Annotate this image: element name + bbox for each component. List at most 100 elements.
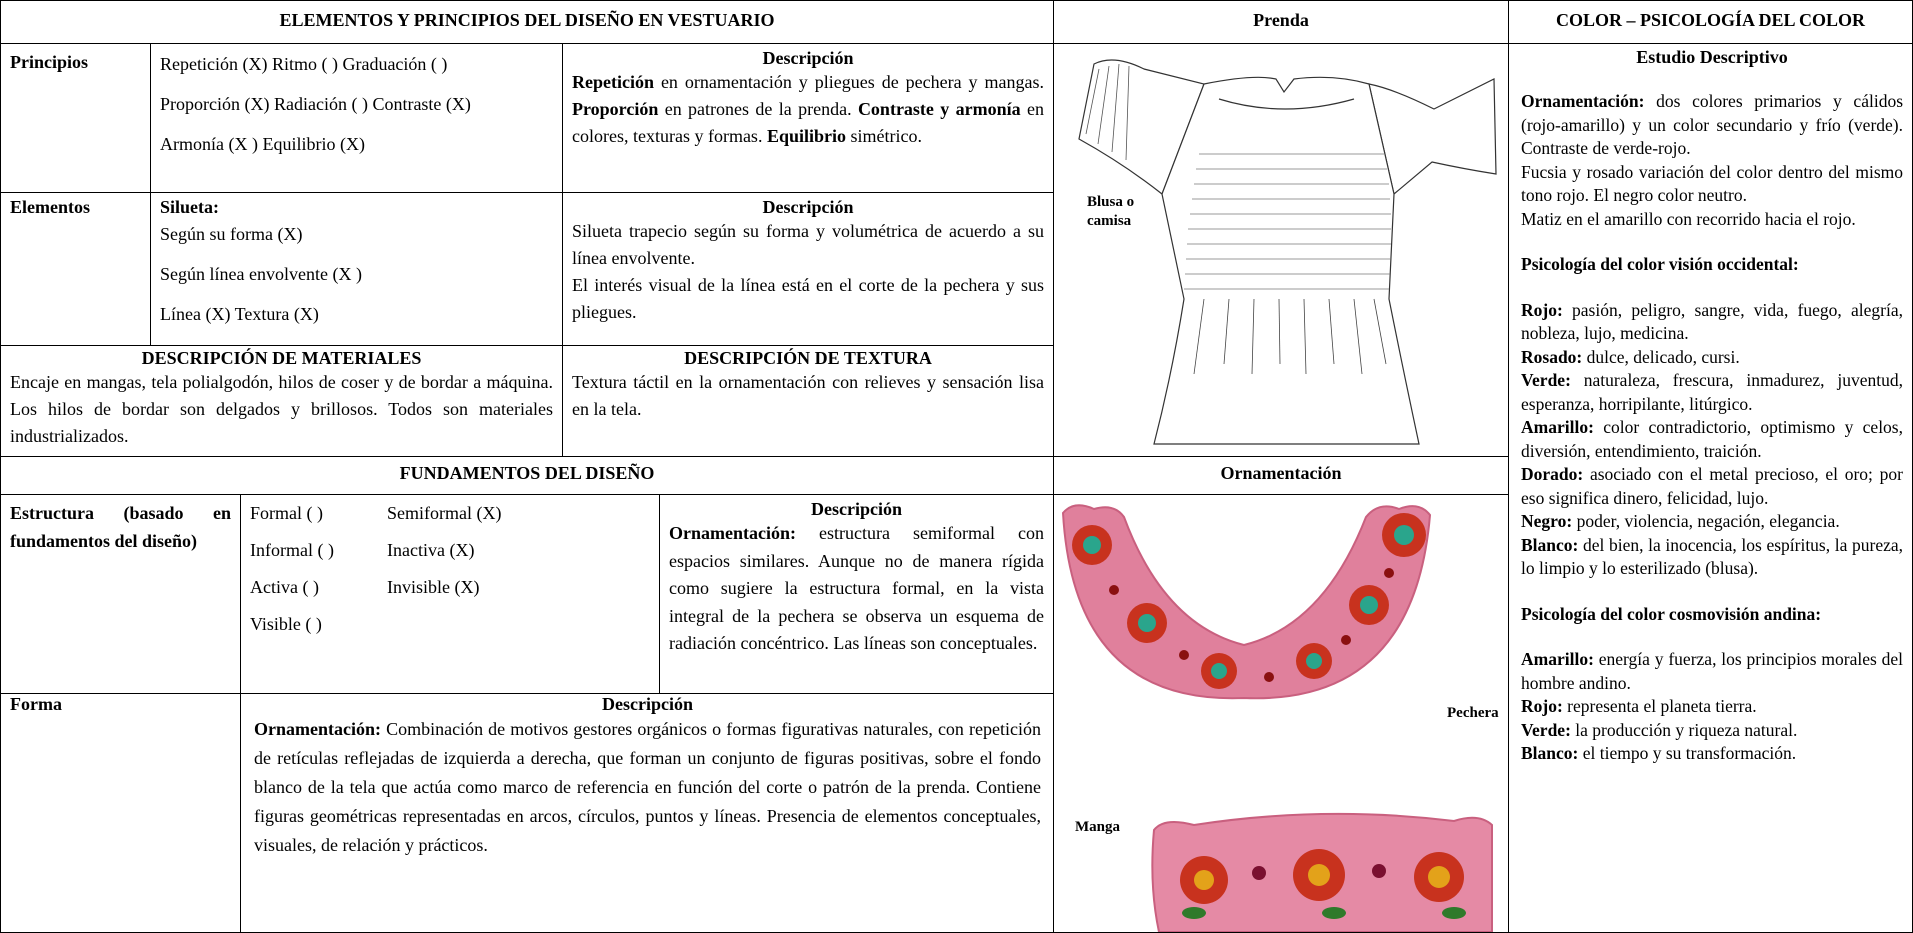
manga-label: Manga (1075, 819, 1121, 835)
option: Visible ( ) (250, 614, 322, 634)
color-paragraph: Blanco: el tiempo y su transformación. (1521, 742, 1903, 766)
text-run: dos colores primarios y cálidos (rojo-am… (1521, 91, 1903, 158)
color-paragraph: Fucsia y rosado variación del color dent… (1521, 161, 1903, 208)
bold-run: Rojo: (1521, 299, 1563, 320)
description-title: Descripción (762, 197, 854, 217)
options-cell: Formal ( ) Semiformal (X) Informal ( ) Inac… (240, 494, 660, 694)
description-cell: Descripción Ornamentación: estructura se… (659, 494, 1054, 694)
bold-run: Repetición (572, 72, 654, 92)
options-cell: Silueta: Según su forma (X) Según línea e… (150, 192, 563, 346)
header-title: Prenda (1253, 10, 1309, 30)
description-line: El interés visual de la línea está en el… (572, 275, 1044, 322)
header-cell: Prenda (1053, 0, 1509, 44)
text-run: el tiempo y su transformación. (1578, 743, 1797, 763)
garment-cell: Blusa o camisa (1053, 43, 1509, 457)
option-line: Armonía (X ) Equilibrio (X) (160, 134, 365, 154)
description-cell: Descripción Silueta trapecio según su fo… (562, 192, 1054, 346)
text-run: estructura semiformal con espacios simil… (669, 523, 1044, 653)
option: Inactiva (X) (387, 540, 475, 560)
pechera-label: Pechera (1447, 705, 1499, 721)
manga-flowers (1180, 849, 1466, 919)
garment-label: Blusa o camisa (1087, 194, 1134, 229)
ornament-images: Pechera Manga (1061, 504, 1499, 932)
section-title: Ornamentación (1220, 463, 1342, 483)
row-label: Forma (0, 693, 241, 933)
color-paragraph: Rosado: dulce, delicado, cursi. (1521, 346, 1903, 370)
text-run: en colores, texturas y formas. (572, 99, 1044, 146)
description-title: Descripción (762, 48, 854, 68)
color-paragraph: Dorado: asociado con el metal precioso, … (1521, 463, 1903, 510)
color-paragraph: Verde: la producción y riqueza natural. (1521, 719, 1903, 743)
bold-run: Ornamentación: (1521, 91, 1645, 111)
description-title: Descripción (811, 499, 902, 519)
pechera-flowers (1072, 513, 1426, 689)
color-paragraph: Matiz en el amarillo con recorrido hacia… (1521, 208, 1903, 232)
bold-run: Blanco: (1521, 743, 1579, 763)
pechera-piece (1061, 504, 1432, 700)
text-run: energía y fuerza, los principios morales… (1521, 649, 1903, 693)
header-title: ELEMENTOS Y PRINCIPIOS DEL DISEÑO EN VES… (279, 10, 775, 30)
section-header: Ornamentación (1053, 456, 1509, 495)
text-run: representa el planeta tierra. (1562, 696, 1757, 716)
description-cell: Descripción Ornamentación: Combinación d… (240, 693, 1054, 933)
bold-run: Ornamentación: (669, 523, 796, 543)
color-subtitle: Estudio Descriptivo (1636, 47, 1788, 67)
option-row: Visible ( ) (250, 606, 650, 643)
section-title: DESCRIPCIÓN DE MATERIALES (141, 348, 422, 368)
silhouette-title: Silueta: (160, 197, 220, 217)
option-line: Repetición (X) Ritmo ( ) Graduación ( ) (160, 54, 448, 74)
color-paragraph: Psicología del color cosmovisión andina: (1521, 603, 1903, 627)
row-label: Elementos (0, 192, 151, 346)
text-run: naturaleza, frescura, inmadurez, juventu… (1521, 370, 1903, 414)
label-text: Forma (10, 694, 62, 714)
text-run: Fucsia y rosado variación del color dent… (1521, 161, 1903, 206)
options-list: Según su forma (X) Según línea envolvente… (160, 214, 553, 334)
option: Informal ( ) (250, 540, 334, 560)
option-row: Informal ( ) Inactiva (X) (250, 532, 650, 569)
option-line: Según línea envolvente (X ) (160, 264, 362, 284)
option-row: Activa ( ) Invisible (X) (250, 569, 650, 606)
description-text: Ornamentación: estructura semiformal con… (669, 520, 1044, 658)
header-title: COLOR – PSICOLOGÍA DEL COLOR (1555, 10, 1866, 30)
header-cell: ELEMENTOS Y PRINCIPIOS DEL DISEÑO EN VES… (0, 0, 1054, 44)
description-text: Ornamentación: Combinación de motivos ge… (254, 715, 1041, 860)
label-line: Blusa o (1087, 194, 1134, 210)
color-paragraph: Amarillo: energía y fuerza, los principi… (1521, 648, 1903, 695)
materials-cell: DESCRIPCIÓN DE MATERIALES Encaje en mang… (0, 345, 563, 457)
bold-run: Verde: (1521, 719, 1571, 740)
bold-run: Blanco: (1521, 534, 1579, 555)
text-run: dulce, delicado, cursi. (1582, 346, 1740, 367)
row-label: Principios (0, 43, 151, 193)
option-line: Línea (X) Textura (X) (160, 304, 319, 324)
text-run: Matiz en el amarillo con recorrido hacia… (1521, 208, 1856, 229)
label-text: Principios (10, 52, 89, 72)
text-run: pasión, peligro, sangre, vida, fuego, al… (1521, 299, 1903, 344)
text-run: simétrico. (845, 126, 922, 146)
color-paragraph: Negro: poder, violencia, negación, elega… (1521, 510, 1903, 534)
bold-run: Proporción (572, 99, 659, 119)
text-run: en patrones de la prenda. (658, 99, 858, 119)
color-paragraph: Psicología del color visión occidental: (1521, 253, 1903, 277)
bold-run: Ornamentación: (254, 719, 381, 739)
text-run: la producción y riqueza natural. (1570, 719, 1798, 740)
color-cell: Estudio Descriptivo Ornamentación: dos c… (1508, 43, 1913, 933)
text-run: Combinación de motivos gestores orgánico… (254, 719, 1041, 855)
smocking (1184, 153, 1391, 290)
text-run: del bien, la inocencia, los espíritus, l… (1521, 534, 1903, 579)
texture-text: Textura táctil en la ornamentación con r… (572, 372, 1044, 419)
header-cell: COLOR – PSICOLOGÍA DEL COLOR (1508, 0, 1913, 44)
bold-run: Contraste y armonía (857, 99, 1021, 119)
bold-run: Psicología del color cosmovisión andina: (1521, 603, 1822, 624)
bold-run: Psicología del color visión occidental: (1521, 254, 1799, 274)
color-paragraph: Verde: naturaleza, frescura, inmadurez, … (1521, 369, 1903, 416)
color-paragraph: Blanco: del bien, la inocencia, los espí… (1521, 534, 1903, 581)
bold-run: Amarillo: (1521, 649, 1594, 669)
yoke (1218, 98, 1355, 110)
option: Semiformal (X) (387, 503, 502, 523)
ornament-cell: Pechera Manga (1053, 494, 1509, 933)
bold-run: Amarillo: (1521, 417, 1594, 437)
color-paragraph: Rojo: representa el planeta tierra. (1521, 695, 1903, 719)
color-paragraph: Ornamentación: dos colores primarios y c… (1521, 90, 1903, 161)
option-line: Según su forma (X) (160, 224, 303, 244)
bold-run: Rojo: (1521, 696, 1563, 716)
